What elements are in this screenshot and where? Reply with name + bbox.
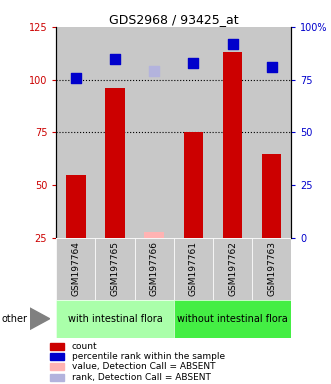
- Bar: [144, 232, 164, 238]
- Bar: [56, 27, 95, 238]
- FancyBboxPatch shape: [213, 238, 252, 300]
- Point: [230, 41, 235, 47]
- Text: count: count: [71, 342, 97, 351]
- FancyBboxPatch shape: [252, 238, 291, 300]
- Bar: [213, 27, 252, 238]
- Bar: [223, 52, 242, 238]
- Text: GSM197766: GSM197766: [150, 241, 159, 296]
- Point: [269, 64, 274, 70]
- FancyBboxPatch shape: [56, 238, 95, 300]
- Title: GDS2968 / 93425_at: GDS2968 / 93425_at: [109, 13, 239, 26]
- Bar: [105, 88, 125, 238]
- Point: [113, 55, 118, 61]
- Polygon shape: [30, 308, 50, 329]
- Text: GSM197763: GSM197763: [267, 241, 276, 296]
- Bar: [50, 363, 64, 370]
- Bar: [174, 27, 213, 238]
- Text: without intestinal flora: without intestinal flora: [177, 314, 288, 324]
- Text: rank, Detection Call = ABSENT: rank, Detection Call = ABSENT: [71, 373, 211, 382]
- FancyBboxPatch shape: [95, 238, 135, 300]
- Text: GSM197764: GSM197764: [71, 241, 80, 296]
- Text: GSM197762: GSM197762: [228, 241, 237, 296]
- Bar: [135, 27, 174, 238]
- Text: other: other: [2, 314, 28, 324]
- Bar: [66, 175, 86, 238]
- Bar: [252, 27, 291, 238]
- Text: percentile rank within the sample: percentile rank within the sample: [71, 352, 225, 361]
- Point: [73, 74, 78, 81]
- Text: with intestinal flora: with intestinal flora: [68, 314, 163, 324]
- FancyBboxPatch shape: [174, 238, 213, 300]
- Bar: [95, 27, 135, 238]
- Bar: [50, 343, 64, 350]
- Text: GSM197761: GSM197761: [189, 241, 198, 296]
- Bar: [50, 374, 64, 381]
- Text: value, Detection Call = ABSENT: value, Detection Call = ABSENT: [71, 362, 215, 371]
- FancyBboxPatch shape: [135, 238, 174, 300]
- Text: GSM197765: GSM197765: [111, 241, 119, 296]
- Point: [191, 60, 196, 66]
- Bar: [184, 132, 203, 238]
- Point: [152, 68, 157, 74]
- Bar: [262, 154, 281, 238]
- Bar: [50, 353, 64, 360]
